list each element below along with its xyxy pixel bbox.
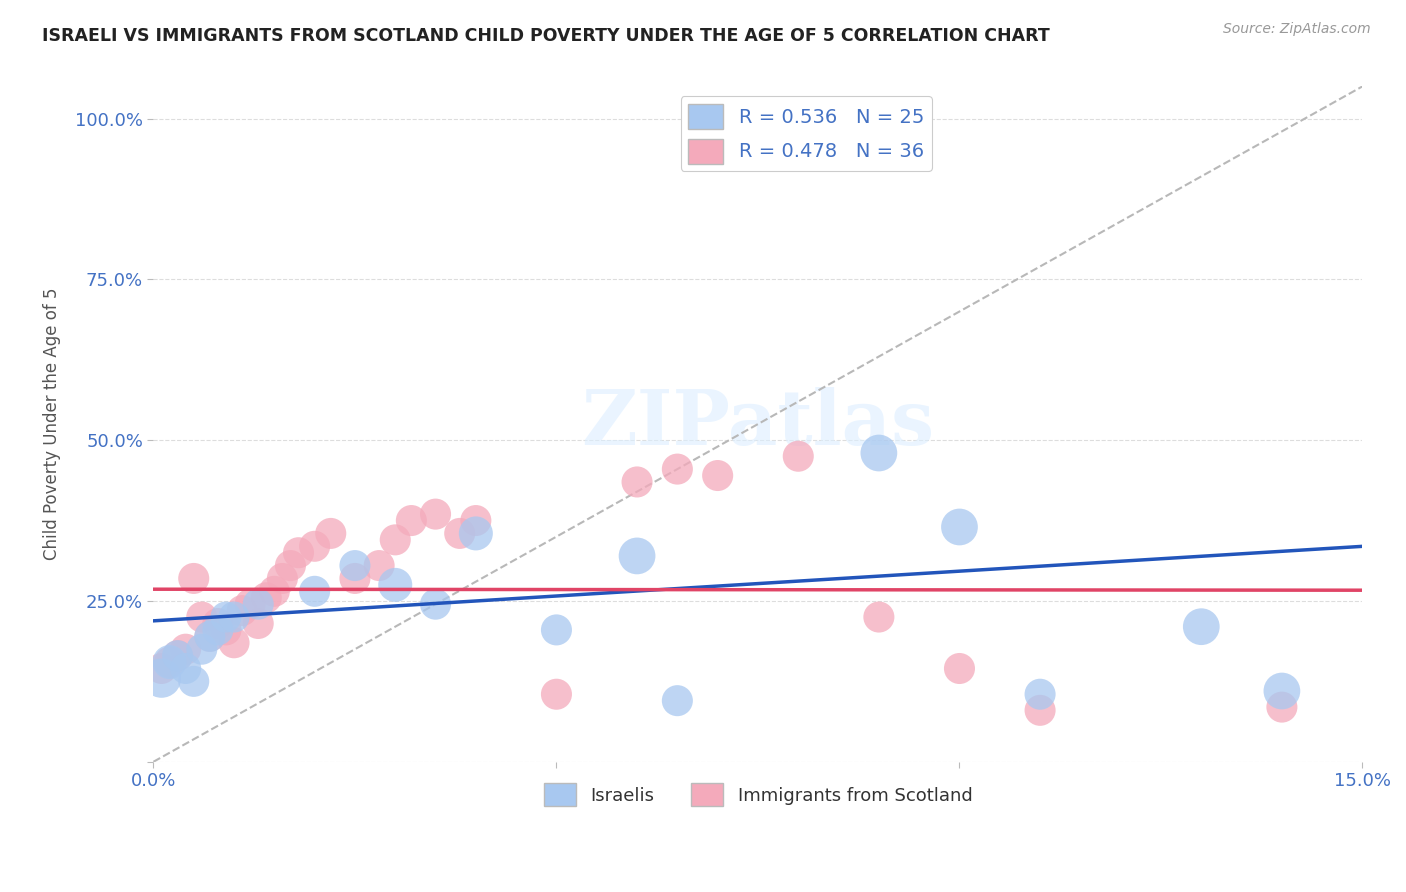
Point (319, 526, 342, 541)
Point (159, 655, 181, 669)
Point (1189, 620, 1212, 634)
Point (231, 604, 253, 618)
Point (706, 144, 728, 158)
Point (174, 642, 197, 657)
Point (239, 597, 262, 611)
Point (1271, 684, 1294, 698)
Point (207, 623, 229, 637)
Y-axis label: Child Poverty Under the Age of 5: Child Poverty Under the Age of 5 (44, 288, 60, 560)
Point (247, 597, 270, 611)
Point (384, 578, 406, 592)
Point (666, 462, 689, 476)
Point (425, 597, 447, 611)
Point (183, 571, 205, 585)
Text: Source: ZipAtlas.com: Source: ZipAtlas.com (1223, 22, 1371, 37)
Point (948, 520, 970, 534)
Point (166, 648, 188, 663)
Text: ISRAELI VS IMMIGRANTS FROM SCOTLAND CHILD POVERTY UNDER THE AGE OF 5 CORRELATION: ISRAELI VS IMMIGRANTS FROM SCOTLAND CHIL… (42, 27, 1050, 45)
Point (174, 661, 197, 675)
Point (247, 616, 270, 631)
Point (304, 539, 326, 553)
Point (449, 526, 471, 541)
Point (159, 655, 181, 669)
Point (425, 507, 447, 521)
Point (626, 475, 648, 489)
Point (546, 623, 568, 637)
Point (948, 661, 970, 675)
Point (215, 610, 238, 624)
Point (150, 661, 173, 675)
Point (546, 687, 568, 701)
Point (464, 514, 486, 528)
Point (1029, 687, 1052, 701)
Point (191, 642, 214, 657)
Point (191, 610, 214, 624)
Text: ZIPatlas: ZIPatlas (582, 387, 935, 461)
Point (666, 693, 689, 707)
Point (183, 674, 205, 689)
Point (198, 629, 221, 643)
Point (150, 671, 173, 685)
Point (787, 449, 810, 463)
Point (868, 610, 890, 624)
Point (287, 546, 309, 560)
Point (198, 629, 221, 643)
Point (166, 648, 188, 663)
Point (464, 526, 486, 541)
Point (280, 558, 302, 573)
Point (384, 533, 406, 547)
Point (222, 636, 245, 650)
Point (304, 584, 326, 599)
Point (215, 623, 238, 637)
Point (626, 549, 648, 563)
Point (1029, 703, 1052, 717)
Point (368, 558, 391, 573)
Point (706, 468, 728, 483)
Point (343, 558, 366, 573)
Point (254, 591, 277, 605)
Point (868, 446, 890, 460)
Point (222, 610, 245, 624)
Point (271, 571, 294, 585)
Point (343, 571, 366, 585)
Point (401, 514, 423, 528)
Point (263, 584, 285, 599)
Point (207, 616, 229, 631)
Legend: Israelis, Immigrants from Scotland: Israelis, Immigrants from Scotland (536, 776, 980, 814)
Point (1271, 700, 1294, 714)
